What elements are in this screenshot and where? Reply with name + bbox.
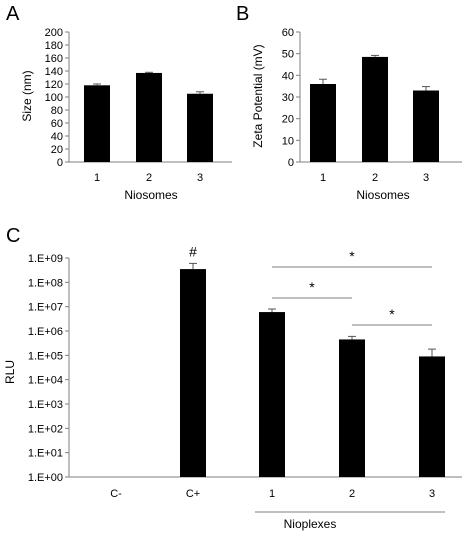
panel-a-bars	[84, 71, 213, 162]
panel-c-significance-star: *	[309, 279, 315, 295]
panel-a-y-tick-label: 100	[45, 92, 63, 104]
panel-a-y-tick-label: 40	[51, 131, 63, 143]
panel-c-y-tick-label: 1.E+00	[28, 472, 63, 484]
panel-c-bar	[339, 339, 365, 477]
panel-b-y-tick-label: 30	[282, 92, 294, 104]
panel-c-y-tick-label: 1.E+01	[28, 448, 63, 460]
panel-b-y-tick-label: 40	[282, 70, 294, 82]
panel-b-bar	[413, 90, 439, 162]
panel-a-y-tick-label: 200	[45, 27, 63, 39]
panel-c-x-tick-label: C+	[186, 488, 200, 500]
panel-c-y-tick-label: 1.E+03	[28, 399, 63, 411]
panel-b-y-tick-label: 50	[282, 49, 294, 61]
panel-a-y-axis-label: Size (nm)	[20, 70, 34, 121]
panel-c-x-tick-label: 3	[429, 488, 435, 500]
panel-b-letter: B	[236, 3, 249, 25]
panel-a-y-tick-label: 60	[51, 118, 63, 130]
panel-a-y-tick-label: 120	[45, 79, 63, 91]
panel-a-y-tick-label: 80	[51, 105, 63, 117]
panel-b-x-tick-label: 1	[320, 172, 326, 184]
panel-a-bar	[187, 93, 213, 162]
panel-c-letter: C	[6, 225, 20, 247]
panel-c-y-axis-label: RLU	[3, 360, 17, 384]
panel-a-letter: A	[6, 3, 20, 25]
panel-a-x-tick-label: 2	[146, 172, 152, 184]
panel-a-y-tick-label: 140	[45, 66, 63, 78]
panel-c-y-tick-label: 1.E+07	[28, 302, 63, 314]
panel-b-bar	[310, 84, 336, 162]
panel-a-y-tick-label: 180	[45, 40, 63, 52]
panel-a-x-tick-label: 1	[94, 172, 100, 184]
panel-c-y-tick-label: 1.E+06	[28, 326, 63, 338]
panel-a-y-tick-label: 20	[51, 144, 63, 156]
panel-a-y-tick-label: 0	[57, 157, 63, 169]
panel-b-bars	[310, 54, 439, 162]
panel-c-group-label: Nioplexes	[284, 517, 337, 531]
panel-c-significance-star: *	[389, 306, 395, 322]
panel-a-bar	[84, 85, 110, 162]
panel-b-bar	[362, 56, 388, 162]
panel-c-y-tick-label: 1.E+05	[28, 350, 63, 362]
panel-c-bar-annotation: #	[189, 243, 197, 259]
panel-c: C 1.E+001.E+011.E+021.E+031.E+041.E+051.…	[3, 225, 462, 531]
panel-c-axes: 1.E+00 1.E+01 1.E+02 1.E+03 1.E+04 1.E+05 1.E+…	[28, 253, 462, 500]
panel-c-y-tick-label: 1.E+09	[28, 253, 63, 265]
panel-b-y-axis-label: Zeta Potential (mV)	[251, 44, 265, 147]
panel-a-x-axis-label: Niosomes	[124, 188, 177, 202]
panel-b-x-axis-label: Niosomes	[356, 188, 409, 202]
panel-b-y-tick-label: 10	[282, 135, 294, 147]
panel-c-y-tick-label: 1.E+04	[28, 375, 63, 387]
panel-c-bar	[180, 269, 206, 477]
panel-b-x-tick-label: 3	[423, 172, 429, 184]
panel-a-x-tick-label: 3	[197, 172, 203, 184]
panel-c-significance-star: *	[349, 248, 355, 264]
panel-b: B 0 10 20 30 40 50 60 1 2 3 Niosomes Zeta Potenti…	[236, 3, 462, 202]
panel-c-x-tick-label: 2	[349, 488, 355, 500]
panel-c-x-tick-label: C-	[110, 488, 122, 500]
panel-b-x-tick-label: 2	[372, 172, 378, 184]
panel-a-bar	[136, 72, 162, 162]
panel-c-annotations: # * * *	[189, 243, 445, 513]
panel-b-y-tick-label: 20	[282, 114, 294, 126]
panel-c-bars	[180, 262, 445, 477]
panel-a-y-tick-label: 160	[45, 53, 63, 65]
panel-b-y-tick-label: 0	[288, 157, 294, 169]
panel-c-bar	[419, 356, 445, 477]
panel-b-y-tick-label: 60	[282, 27, 294, 39]
panel-c-y-tick-label: 1.E+08	[28, 277, 63, 289]
panel-c-x-tick-label: 1	[269, 488, 275, 500]
panel-c-y-tick-label: 1.E+02	[28, 423, 63, 435]
panel-c-bar	[259, 312, 285, 477]
